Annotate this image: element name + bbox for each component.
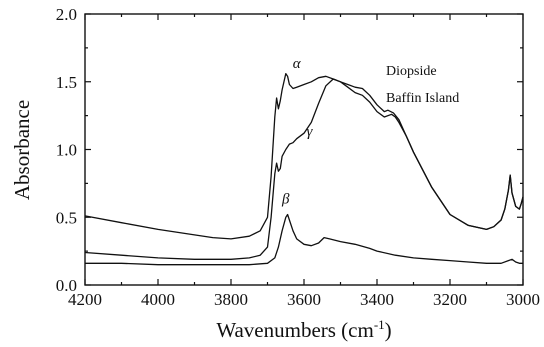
x-axis-title-close: ) — [385, 318, 392, 342]
annotation-sample: Diopside — [386, 64, 437, 79]
y-tick-label: 0.0 — [56, 276, 77, 295]
x-axis-title-superscript: -1 — [374, 317, 385, 332]
series-label-1: α — [293, 56, 302, 72]
x-tick-label: 3000 — [506, 290, 540, 309]
series-label-3: β — [281, 192, 290, 208]
y-tick-label: 1.0 — [56, 141, 77, 160]
y-tick-label: 1.5 — [56, 73, 77, 92]
x-axis-title-main: Wavenumbers (cm — [216, 318, 374, 342]
x-tick-label: 3800 — [214, 290, 248, 309]
curves-layer — [84, 72, 524, 266]
series-line-3 — [85, 213, 523, 266]
y-tick-label: 2.0 — [56, 5, 77, 24]
x-tick-label: 3200 — [433, 290, 467, 309]
y-tick-label: 0.5 — [56, 208, 77, 227]
x-axis-title: Wavenumbers (cm-1) — [216, 317, 391, 342]
labels-layer: 4200 4000 3800 3600 3400 3200 3000 0.0 0.5 1.0 1.5… — [56, 5, 540, 309]
x-tick-label: 3600 — [287, 290, 321, 309]
x-tick-label: 4200 — [68, 290, 102, 309]
series-label-2: γ — [307, 124, 314, 140]
x-tick-label: 3400 — [360, 290, 394, 309]
y-axis-title: Absorbance — [10, 100, 34, 200]
plot-frame — [84, 13, 524, 286]
x-tick-label: 4000 — [141, 290, 175, 309]
series-line-2 — [84, 78, 524, 260]
annotation-location: Baffin Island — [386, 91, 459, 106]
